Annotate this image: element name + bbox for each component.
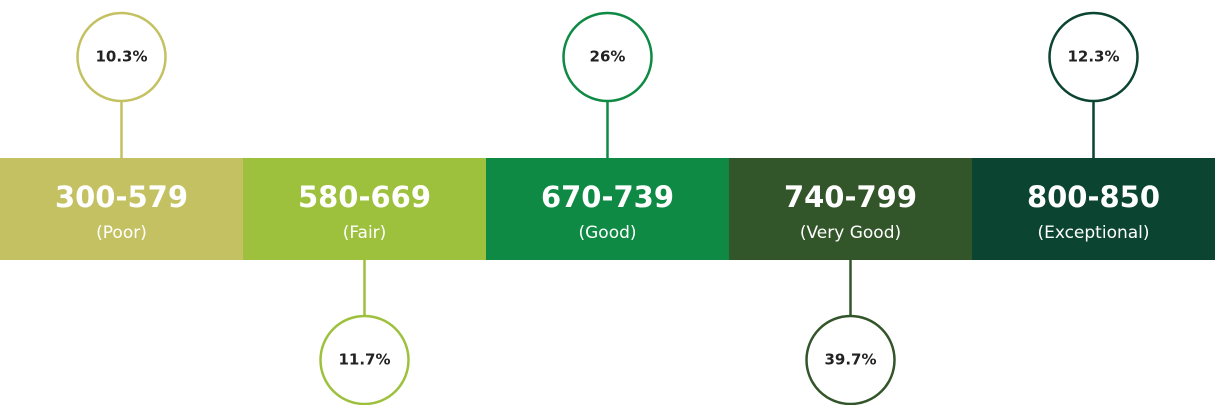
segment (243, 158, 487, 260)
score-range: 670-739 (541, 180, 674, 214)
share-value: 12.3% (1067, 48, 1119, 66)
segment (972, 158, 1215, 260)
score-label: (Very Good) (800, 223, 901, 243)
share-value: 10.3% (95, 48, 147, 66)
share-value: 11.7% (338, 351, 390, 369)
score-range: 580-669 (298, 180, 431, 214)
share-bubble (319, 314, 410, 405)
segment (729, 158, 973, 260)
share-bubble (1048, 11, 1139, 103)
score-range: 800-850 (1027, 180, 1160, 214)
score-label: (Good) (578, 223, 636, 243)
share-value: 39.7% (824, 351, 876, 369)
share-value: 26% (590, 48, 626, 66)
score-label: (Fair) (343, 223, 387, 243)
score-range: 740-799 (784, 180, 917, 214)
share-bubble (562, 11, 653, 103)
score-range: 300-579 (55, 180, 188, 214)
segment (486, 158, 730, 260)
share-bubble (76, 11, 167, 103)
share-bubble (805, 314, 896, 405)
score-label: (Exceptional) (1037, 223, 1149, 243)
score-label: (Poor) (96, 223, 147, 243)
segment (0, 158, 244, 260)
